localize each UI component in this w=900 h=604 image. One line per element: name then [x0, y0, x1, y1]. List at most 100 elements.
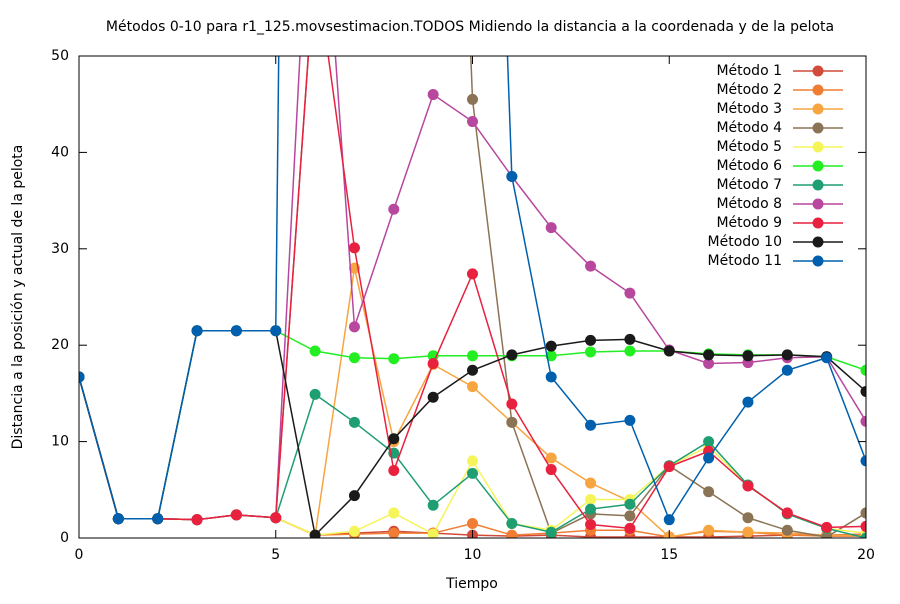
- data-point: [506, 398, 518, 410]
- data-point: [467, 381, 478, 393]
- data-point: [742, 480, 754, 492]
- legend-label: Método 1: [716, 63, 782, 79]
- data-point: [585, 260, 597, 272]
- data-point: [860, 364, 866, 376]
- data-point: [663, 514, 675, 526]
- data-point: [585, 503, 597, 515]
- data-point: [781, 364, 793, 376]
- y-axis-label: Distancia a la posición y actual de la p…: [10, 145, 26, 450]
- plot-area: [79, 56, 866, 538]
- legend-marker: [812, 84, 824, 96]
- data-point: [585, 519, 597, 531]
- data-point: [388, 353, 400, 365]
- data-point: [742, 350, 754, 362]
- x-tick-label: 10: [464, 547, 482, 563]
- data-point: [191, 514, 203, 526]
- data-point: [427, 89, 439, 101]
- data-point: [624, 414, 636, 426]
- legend-marker: [812, 236, 824, 248]
- data-point: [388, 507, 400, 519]
- data-point: [624, 345, 636, 357]
- data-point: [624, 333, 636, 345]
- data-point: [388, 527, 400, 538]
- data-point: [742, 512, 754, 524]
- y-tick-label: 0: [60, 530, 69, 546]
- data-point: [427, 528, 439, 538]
- data-point: [348, 525, 360, 537]
- data-point: [467, 518, 478, 530]
- data-point: [703, 358, 715, 370]
- x-tick-label: 20: [857, 547, 875, 563]
- x-tick-label: 15: [660, 547, 678, 563]
- data-point: [427, 499, 439, 511]
- data-point: [585, 334, 597, 346]
- legend-label: Método 7: [716, 177, 782, 193]
- data-point: [467, 364, 478, 376]
- data-point: [585, 493, 597, 505]
- data-point: [624, 522, 636, 534]
- legend-marker: [812, 198, 824, 210]
- data-point: [545, 526, 557, 538]
- legend-label: Método 9: [716, 215, 782, 231]
- data-point: [742, 526, 754, 538]
- data-point: [230, 509, 242, 521]
- data-point: [427, 391, 439, 403]
- data-point: [545, 464, 557, 476]
- data-point: [467, 268, 478, 280]
- data-point: [467, 93, 478, 105]
- data-point: [703, 486, 715, 498]
- x-tick-label: 0: [75, 547, 84, 563]
- data-point: [427, 358, 439, 370]
- legend-marker: [812, 217, 824, 229]
- y-tick-label: 50: [51, 48, 69, 64]
- data-point: [624, 498, 636, 510]
- data-point: [309, 529, 321, 538]
- data-point: [348, 416, 360, 428]
- data-point: [506, 518, 518, 530]
- data-point: [585, 346, 597, 358]
- y-tick-label: 40: [51, 144, 69, 160]
- y-tick-label: 20: [51, 337, 69, 353]
- data-point: [860, 520, 866, 532]
- legend-label: Método 5: [716, 139, 782, 155]
- data-point: [112, 513, 124, 525]
- data-point: [388, 203, 400, 215]
- data-point: [585, 477, 597, 489]
- data-point: [152, 513, 164, 525]
- legend-label: Método 6: [716, 158, 782, 174]
- data-point: [703, 524, 715, 536]
- data-point: [348, 321, 360, 333]
- data-point: [270, 512, 282, 524]
- legend-marker: [812, 122, 824, 134]
- data-point: [191, 325, 203, 337]
- data-point: [467, 467, 478, 479]
- legend-marker: [812, 141, 824, 153]
- data-point: [585, 419, 597, 431]
- data-point: [545, 340, 557, 352]
- data-point: [388, 465, 400, 477]
- legend-marker: [812, 255, 824, 267]
- data-point: [703, 349, 715, 361]
- data-point: [821, 531, 833, 538]
- data-point: [348, 242, 360, 254]
- x-tick-label: 5: [271, 547, 280, 563]
- data-point: [781, 524, 793, 536]
- y-tick-label: 10: [51, 434, 69, 450]
- x-axis-label: Tiempo: [445, 576, 498, 592]
- legend-label: Método 3: [716, 101, 782, 117]
- data-point: [821, 521, 833, 533]
- data-point: [467, 350, 478, 362]
- data-point: [506, 349, 518, 361]
- data-point: [309, 345, 321, 357]
- data-point: [545, 371, 557, 383]
- data-point: [506, 416, 518, 428]
- data-point: [781, 507, 793, 519]
- data-point: [545, 222, 557, 234]
- data-point: [467, 455, 478, 467]
- data-point: [663, 345, 675, 357]
- data-point: [781, 349, 793, 361]
- data-point: [703, 452, 715, 464]
- data-point: [703, 436, 715, 448]
- data-point: [860, 532, 866, 538]
